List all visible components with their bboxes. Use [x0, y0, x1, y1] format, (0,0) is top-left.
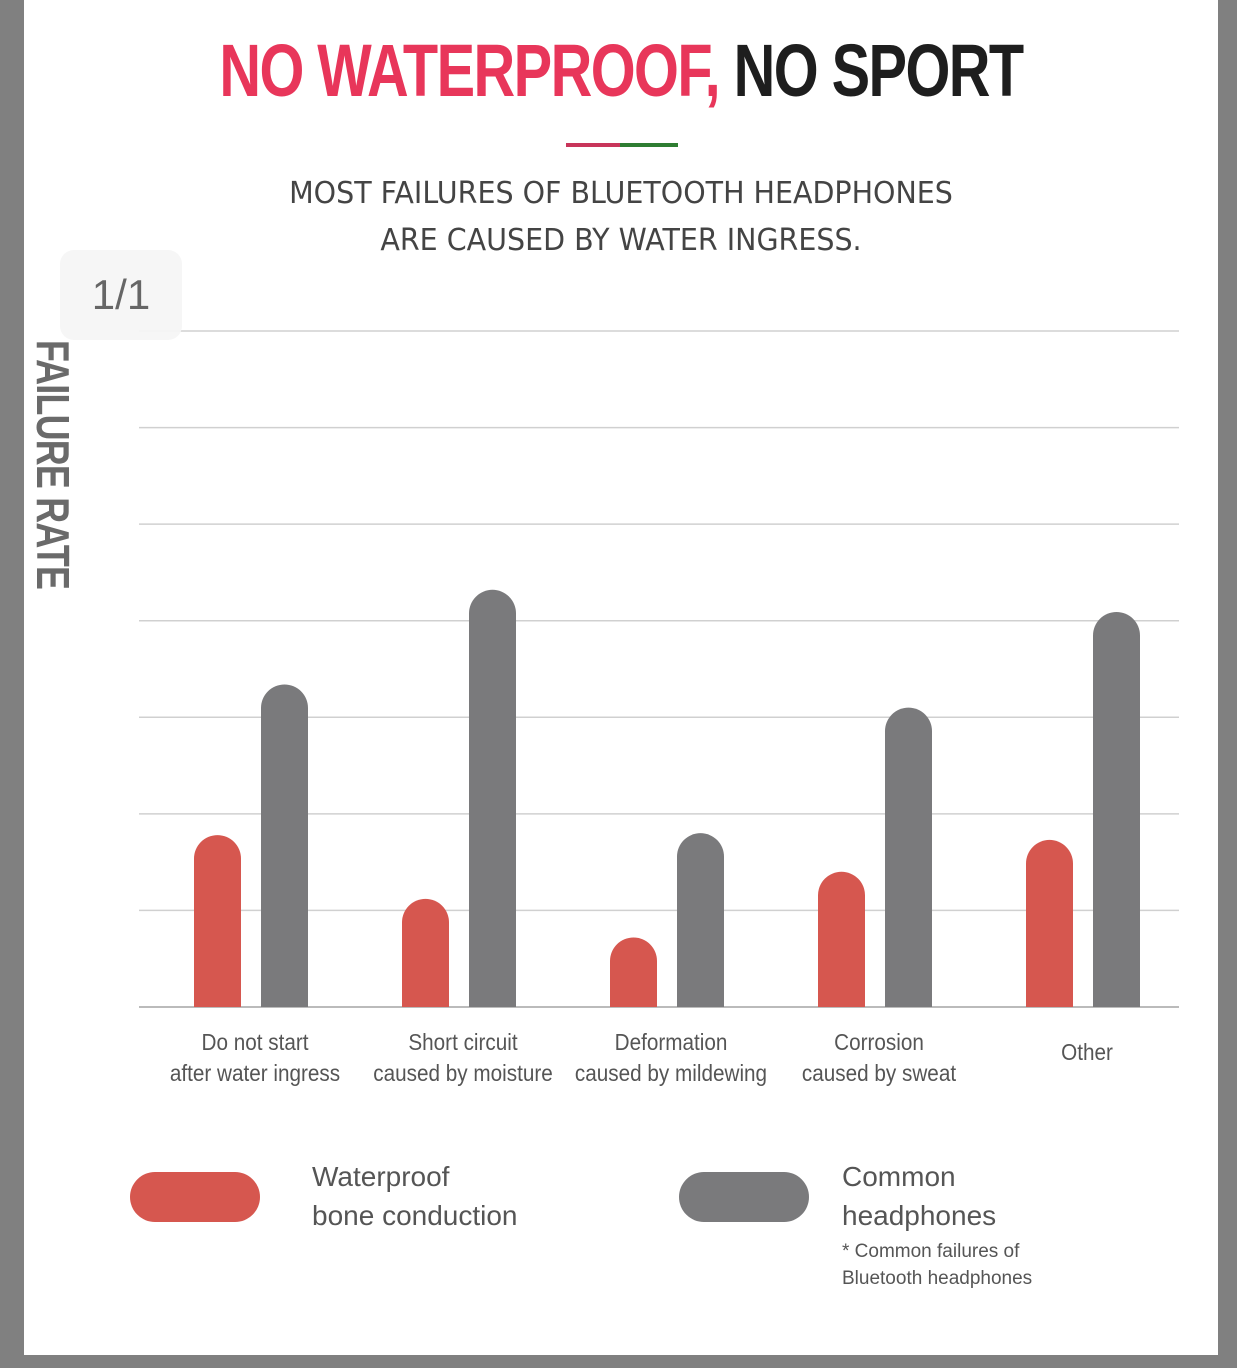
footnote: * Common failures of Bluetooth headphone… [842, 1241, 1033, 1289]
bar [610, 937, 657, 1007]
x-tick-label: Deformation caused by mildewing [574, 1029, 768, 1086]
x-tick-label: Short circuit caused by moisture [373, 1029, 553, 1086]
page-counter: 1/1 [60, 250, 182, 340]
x-tick-label: Other [1061, 1039, 1113, 1065]
bar [402, 898, 449, 1007]
bar [1026, 839, 1073, 1007]
y-axis-label: FAILURE RATE [27, 340, 79, 590]
bar [194, 835, 241, 1007]
chart [130, 143, 1179, 1222]
title: NO WATERPROOF, NO SPORT [155, 28, 1086, 113]
bar [1093, 612, 1140, 1007]
title-red: NO WATERPROOF, [219, 29, 720, 112]
x-tick-label: Corrosion caused by sweat [801, 1029, 957, 1086]
bar [818, 871, 865, 1007]
legend-swatch [679, 1172, 809, 1222]
bar [261, 684, 308, 1007]
subtitle: MOST FAILURES OF BLUETOOTH HEADPHONES AR… [289, 176, 953, 258]
legend-label: Waterproof bone conduction [312, 1161, 518, 1231]
legend-label: Common headphones [842, 1161, 997, 1231]
x-tick-label: Do not start after water ingress [169, 1029, 341, 1086]
bar [885, 707, 932, 1007]
product-image: NO WATERPROOF, NO SPORT MOST FAILURES OF… [24, 0, 1218, 1355]
bar [469, 589, 516, 1007]
title-dark: NO SPORT [733, 29, 1025, 112]
legend-swatch [130, 1172, 260, 1222]
bar [677, 833, 724, 1007]
